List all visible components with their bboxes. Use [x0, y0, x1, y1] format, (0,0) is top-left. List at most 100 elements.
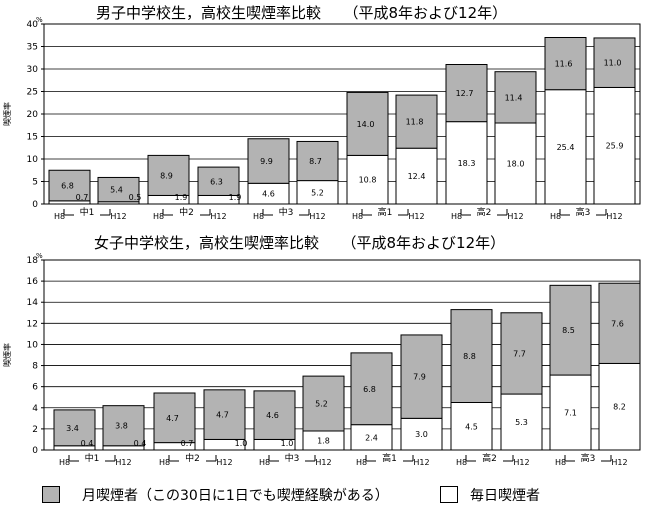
c1-x-tick-label: H12 [606, 212, 622, 221]
c1-y-tick-label: 0 [32, 200, 38, 210]
c2-group-label: 高3 [581, 452, 596, 464]
c2-label-daily: 5.3 [515, 418, 528, 427]
c2-label-daily: 3.0 [415, 430, 428, 439]
c2-y-tick-label: 18 [27, 256, 39, 266]
c2-x-tick-label: H8 [555, 458, 566, 467]
c2-bar-monthly [53, 409, 96, 447]
c1-label-monthly: 6.8 [61, 182, 74, 191]
c1-bar-daily [445, 121, 488, 205]
c1-y-tick-label: 30 [27, 65, 39, 75]
c2-label-monthly: 8.8 [463, 352, 476, 361]
c1-bar-daily [494, 122, 537, 205]
c2-bar-monthly [400, 334, 443, 419]
c2-label-daily: 2.4 [365, 433, 378, 442]
c1-label-monthly: 14.0 [357, 120, 375, 129]
c2-x-tick-label: H8 [59, 458, 70, 467]
c2-label-daily: 8.2 [613, 403, 626, 412]
c2-label-monthly: 5.2 [315, 400, 328, 409]
c2-bar-daily [450, 402, 493, 451]
c2-label-monthly: 8.5 [562, 326, 575, 335]
c1-label-daily: 18.3 [458, 159, 476, 168]
c1-group-label: 高1 [378, 206, 393, 218]
c2-label-daily: 0.4 [81, 439, 94, 448]
c1-group-label: 高3 [576, 206, 591, 218]
c1-bar-monthly [544, 37, 587, 91]
c2-bar-daily [350, 424, 393, 451]
c1-label-daily: 4.6 [262, 190, 275, 199]
c2-y-tick-label: 4 [32, 404, 38, 414]
c2-bar-monthly [500, 312, 543, 395]
c2-label-daily: 7.1 [564, 409, 577, 418]
c2-bar-monthly [450, 309, 493, 403]
c1-x-tick-label: H8 [550, 212, 561, 221]
c2-label-monthly: 7.9 [413, 373, 426, 382]
c2-y-tick-label: 10 [27, 340, 39, 350]
c2-label-monthly: 3.4 [66, 424, 79, 433]
c2-x-tick-label: H12 [315, 458, 331, 467]
c2-label-monthly: 3.8 [115, 422, 128, 431]
legend-swatch-daily [440, 486, 458, 503]
c1-x-tick-label: H12 [309, 212, 325, 221]
c2-bar-daily [500, 393, 543, 451]
c1-bar-monthly [395, 94, 438, 149]
c2-x-tick-label: H8 [259, 458, 270, 467]
c2-y-axis-label: 喫煙率 [2, 343, 12, 367]
c2-bar-monthly [102, 405, 145, 447]
c2-label-daily: 0.7 [181, 439, 194, 448]
c1-bar-daily [395, 147, 438, 205]
c1-bar-monthly [593, 37, 636, 88]
c1-label-daily: 25.9 [606, 142, 624, 151]
c2-x-tick-label: H8 [456, 458, 467, 467]
c1-bar-daily [346, 154, 389, 205]
c1-group-label: 中3 [279, 206, 294, 218]
c1-label-monthly: 12.7 [456, 89, 474, 98]
c1-label-daily: 12.4 [408, 172, 426, 181]
c2-label-monthly: 7.6 [611, 319, 624, 328]
c2-label-monthly: 6.8 [363, 385, 376, 394]
legend-label-monthly: 月喫煙者（この30日に1日でも喫煙経験がある） [82, 488, 389, 504]
c2-label-monthly: 4.6 [266, 411, 279, 420]
c2-x-tick-label: H12 [115, 458, 131, 467]
c2-y-tick-label: 14 [27, 298, 39, 308]
c1-x-tick-label: H12 [210, 212, 226, 221]
c2-bar-monthly [598, 282, 641, 364]
charts-canvas: 0510152025303540%喫煙率6.80.7H85.40.5H128.9… [2, 16, 641, 467]
c2-x-tick-label: H12 [513, 458, 529, 467]
c1-bar-monthly [445, 64, 488, 123]
c2-bar-monthly [203, 389, 246, 440]
chart-title-boys: 男子中学校生，高校生喫煙率比較 （平成8年および12年） [96, 4, 508, 22]
c1-bar-monthly [97, 176, 140, 203]
c1-label-daily: 0.5 [129, 193, 142, 202]
c2-group-label: 中3 [285, 452, 300, 464]
c1-bar-monthly [197, 166, 240, 196]
c1-y-tick-label: 20 [27, 110, 39, 120]
c1-bar-monthly [247, 138, 290, 184]
c1-bar-monthly [147, 154, 190, 196]
c2-bar-daily [549, 374, 592, 451]
c1-label-monthly: 11.8 [406, 118, 424, 127]
c1-y-unit: % [36, 16, 43, 24]
c1-bar-daily [593, 86, 636, 205]
c1-x-tick-label: H8 [451, 212, 462, 221]
c1-label-monthly: 11.4 [505, 93, 523, 102]
c2-label-monthly: 7.7 [513, 349, 526, 358]
c1-label-monthly: 8.9 [160, 171, 173, 180]
c2-y-tick-label: 12 [27, 319, 38, 329]
c1-bar-monthly [296, 140, 339, 182]
c2-label-daily: 1.8 [317, 437, 330, 446]
c2-label-daily: 1.0 [235, 439, 248, 448]
legend-swatch-monthly [42, 486, 60, 503]
c2-y-tick-label: 8 [32, 362, 38, 372]
c1-bar-monthly [494, 71, 537, 124]
c2-y-tick-label: 0 [32, 446, 38, 456]
legend-label-daily: 毎日喫煙者 [470, 488, 540, 504]
c1-group-label: 高2 [477, 206, 492, 218]
c1-y-tick-label: 10 [27, 155, 39, 165]
c1-label-daily: 1.9 [229, 193, 242, 202]
c1-group-label: 中2 [179, 206, 194, 218]
c1-label-daily: 1.9 [175, 193, 188, 202]
c2-bar-monthly [549, 284, 592, 376]
c2-x-tick-label: H8 [356, 458, 367, 467]
c2-y-tick-label: 6 [32, 383, 38, 393]
chart-title-girls: 女子中学校生，高校生喫煙率比較 （平成8年および12年） [94, 234, 506, 252]
